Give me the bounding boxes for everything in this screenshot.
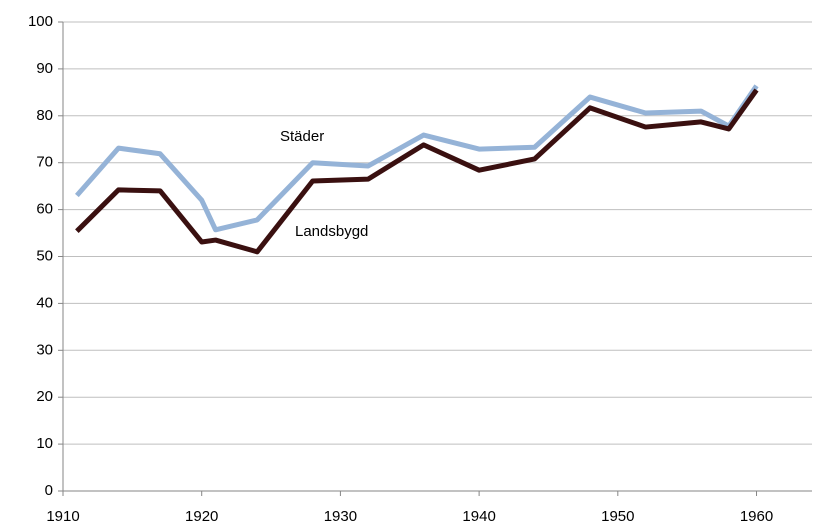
x-tick-label: 1940 — [462, 508, 495, 525]
y-tick-label: 60 — [36, 201, 53, 218]
line — [74, 84, 759, 233]
x-tick-label: 1930 — [324, 508, 357, 525]
y-tick-label: 80 — [36, 107, 53, 124]
series-label: Städer — [280, 128, 324, 145]
y-tick-label: 90 — [36, 60, 53, 77]
y-tick-label: 0 — [45, 482, 53, 499]
x-tick-label: 1920 — [185, 508, 218, 525]
y-tick-label: 10 — [36, 435, 53, 452]
y-tick-label: 50 — [36, 247, 53, 264]
y-tick-label: 20 — [36, 388, 53, 405]
y-tick-label: 40 — [36, 294, 53, 311]
x-tick-label: 1960 — [740, 508, 773, 525]
y-tick-label: 70 — [36, 154, 53, 171]
x-tick-label: 1910 — [46, 508, 79, 525]
y-tick-label: 100 — [28, 13, 53, 30]
x-tick-label: 1950 — [601, 508, 634, 525]
y-tick-label: 30 — [36, 341, 53, 358]
series-label: Landsbygd — [295, 223, 368, 240]
line — [75, 88, 759, 255]
